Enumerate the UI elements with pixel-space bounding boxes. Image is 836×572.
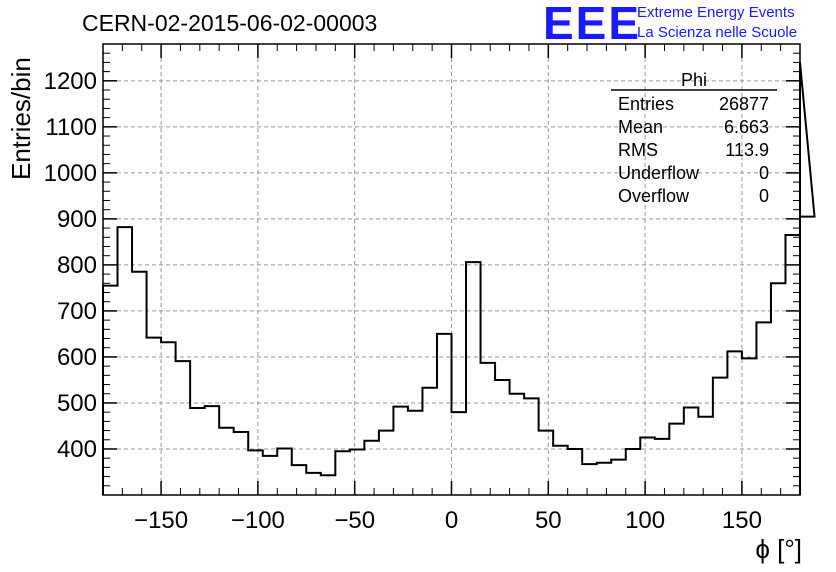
stats-label: Underflow: [618, 163, 700, 183]
y-tick-label: 700: [57, 298, 97, 325]
x-tick-label: −50: [334, 507, 375, 534]
x-tick-label: 150: [722, 507, 762, 534]
y-tick-label: 1200: [44, 68, 97, 95]
x-tick-label: 50: [535, 507, 562, 534]
chart-title: CERN-02-2015-06-02-00003: [82, 10, 378, 36]
stats-label: Entries: [618, 94, 674, 114]
stats-value: 6.663: [724, 117, 769, 137]
grid: [103, 44, 800, 495]
stats-label: RMS: [618, 140, 658, 160]
logo-subtitle-line2: La Scienza nelle Scuole: [637, 24, 798, 41]
stats-value: 0: [759, 186, 769, 206]
stats-title: Phi: [681, 70, 707, 90]
y-tick-label: 900: [57, 206, 97, 233]
stats-label: Overflow: [618, 186, 690, 206]
y-tick-label: 400: [57, 436, 97, 463]
stats-value: 113.9: [725, 140, 769, 160]
histogram-line: [102, 62, 816, 495]
y-tick-label: 600: [57, 344, 97, 371]
x-tick-label: 0: [445, 507, 458, 534]
y-tick-label: 800: [57, 252, 97, 279]
y-tick-label: 1100: [45, 114, 97, 141]
x-tick-label: 100: [625, 507, 665, 534]
x-tick-label: −150: [134, 507, 188, 534]
tick-labels: −150 −100 −50 0 50 100 150 400 500 600 700 800 900 10…: [44, 68, 762, 534]
stats-label: Mean: [618, 117, 663, 137]
y-tick-label: 500: [57, 390, 97, 417]
y-tick-label: 1000: [44, 160, 97, 187]
stats-value: 26877: [719, 94, 769, 114]
stats-value: 0: [759, 163, 769, 183]
logo-subtitle-line1: Extreme Energy Events: [637, 4, 795, 21]
x-axis-label: ϕ [°]: [755, 534, 802, 564]
eee-logo: EEE: [543, 0, 642, 49]
x-tick-label: −100: [231, 507, 285, 534]
stats-box: Phi Entries 26877 Mean 6.663 RMS 113.9 Underfl…: [611, 70, 777, 206]
y-axis-label: Entries/bin: [6, 57, 36, 180]
axis-ticks: [102, 43, 801, 495]
